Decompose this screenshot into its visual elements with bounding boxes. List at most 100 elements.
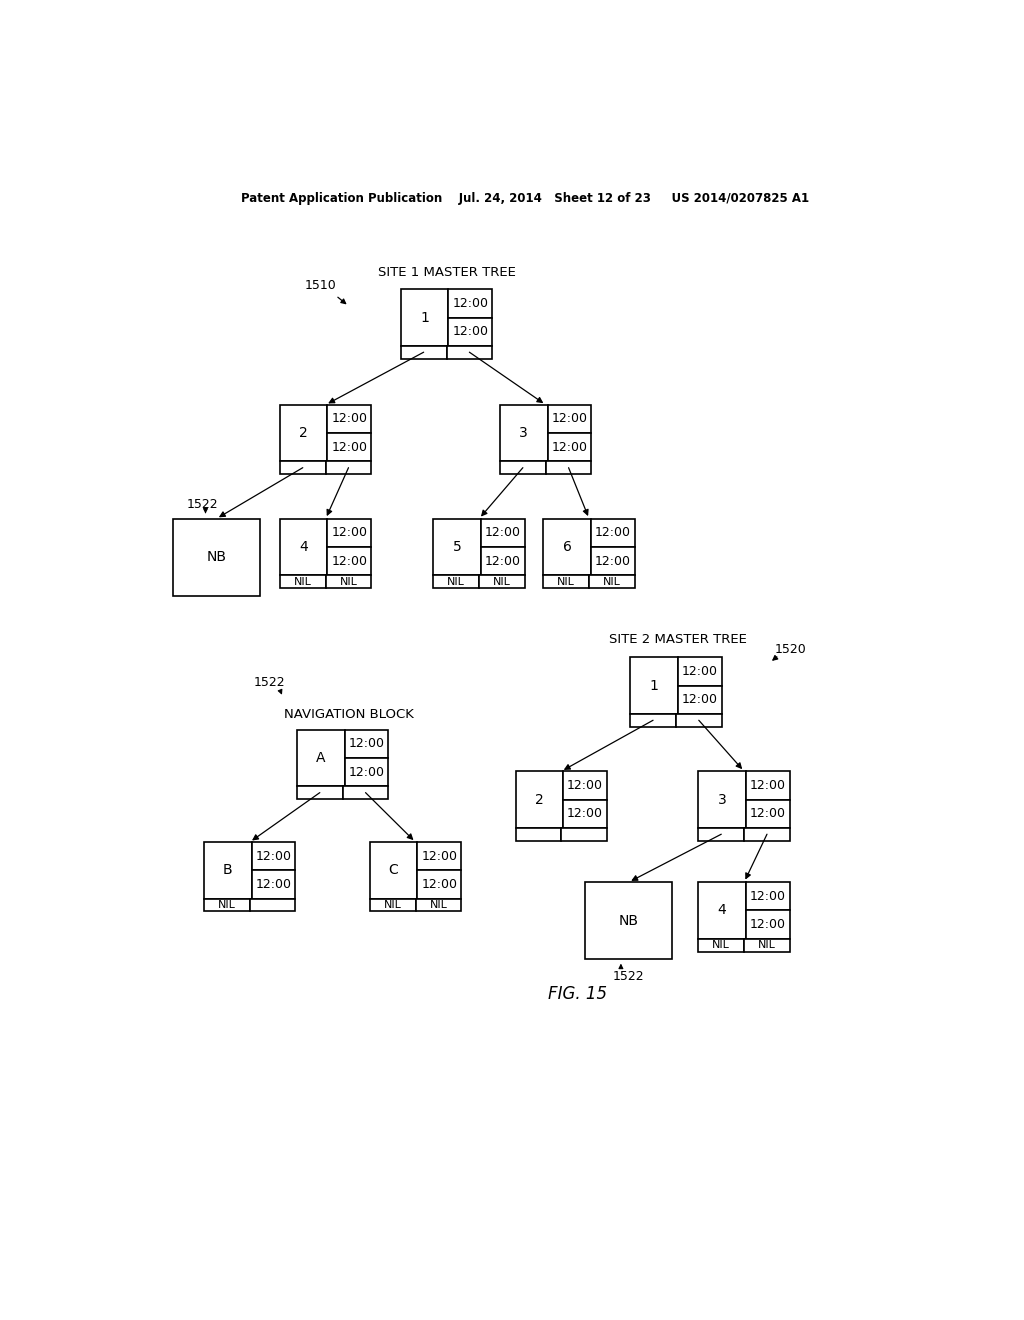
Text: 12:00: 12:00 [332,554,368,568]
Bar [252,842,295,870]
Text: NIL: NIL [429,900,447,909]
Bar [744,828,790,841]
Bar [280,461,326,474]
Text: 12:00: 12:00 [332,412,368,425]
Bar [515,828,561,841]
Bar [544,576,589,589]
Bar [433,576,479,589]
Bar [744,939,790,952]
Bar [418,842,461,870]
Text: SITE 1 MASTER TREE: SITE 1 MASTER TREE [378,265,516,279]
Text: 12:00: 12:00 [567,807,603,820]
Bar [344,758,388,787]
Text: NIL: NIL [218,900,236,909]
Text: NB: NB [618,913,639,928]
Text: 12:00: 12:00 [750,807,785,820]
Text: 4: 4 [299,540,308,554]
Bar [698,828,744,841]
Bar [280,576,326,589]
Text: 12:00: 12:00 [348,766,384,779]
Bar [370,899,416,911]
Text: 5: 5 [453,540,462,554]
Text: 12:00: 12:00 [682,693,718,706]
Bar [591,519,635,546]
Text: NIL: NIL [294,577,311,586]
Text: 6: 6 [563,540,571,554]
Text: 1522: 1522 [612,970,644,982]
Bar [479,576,524,589]
Bar [328,519,372,546]
Bar [698,771,745,828]
Bar [370,842,418,899]
Bar [698,882,745,939]
Bar [449,318,493,346]
Text: NIL: NIL [713,940,730,950]
Bar [204,899,250,911]
Text: 2: 2 [299,426,308,440]
Text: 12:00: 12:00 [332,441,368,454]
Bar [561,828,607,841]
Text: Patent Application Publication    Jul. 24, 2014   Sheet 12 of 23     US 2014/020: Patent Application Publication Jul. 24, … [241,191,809,205]
Bar [280,405,328,461]
Bar [745,911,790,939]
Bar [548,433,592,461]
Text: 1510: 1510 [304,279,336,292]
Text: 12:00: 12:00 [421,878,458,891]
Text: 12:00: 12:00 [255,850,292,863]
Text: 12:00: 12:00 [750,917,785,931]
Bar [563,800,607,828]
Text: 12:00: 12:00 [552,441,588,454]
Bar [250,899,295,911]
Bar [745,771,790,800]
Text: 1: 1 [649,678,658,693]
Bar [481,519,524,546]
Bar [400,346,446,359]
Bar [548,405,592,433]
Text: NAVIGATION BLOCK: NAVIGATION BLOCK [284,708,414,721]
Bar [418,870,461,899]
Bar [173,519,260,595]
Bar [326,461,372,474]
Text: NIL: NIL [557,577,575,586]
Bar [252,870,295,899]
Text: 1522: 1522 [253,676,285,689]
Bar [745,882,790,911]
Text: C: C [389,863,398,878]
Text: B: B [223,863,232,878]
Bar [344,730,388,758]
Bar [678,685,722,714]
Text: NB: NB [207,550,226,564]
Text: 1522: 1522 [186,499,218,511]
Bar [326,576,372,589]
Bar [630,714,676,726]
Bar [515,771,563,828]
Text: 3: 3 [519,426,528,440]
Bar [416,899,461,911]
Text: 12:00: 12:00 [682,665,718,678]
Bar [481,546,524,576]
Text: 12:00: 12:00 [421,850,458,863]
Bar [630,657,678,714]
Bar [328,433,372,461]
Bar [678,657,722,685]
Bar [698,939,744,952]
Text: NIL: NIL [384,900,401,909]
Bar [745,800,790,828]
Bar [433,519,481,576]
Text: 1520: 1520 [775,643,807,656]
Text: 2: 2 [535,792,544,807]
Text: 12:00: 12:00 [255,878,292,891]
Bar [544,519,591,576]
Text: 4: 4 [718,903,727,917]
Text: 3: 3 [718,792,727,807]
Text: 12:00: 12:00 [595,527,631,540]
Text: 12:00: 12:00 [750,890,785,903]
Bar [449,289,493,318]
Text: NIL: NIL [340,577,357,586]
Text: FIG. 15: FIG. 15 [548,985,607,1003]
Bar [297,787,343,799]
Bar [280,519,328,576]
Bar [328,405,372,433]
Text: 12:00: 12:00 [595,554,631,568]
Bar [297,730,344,787]
